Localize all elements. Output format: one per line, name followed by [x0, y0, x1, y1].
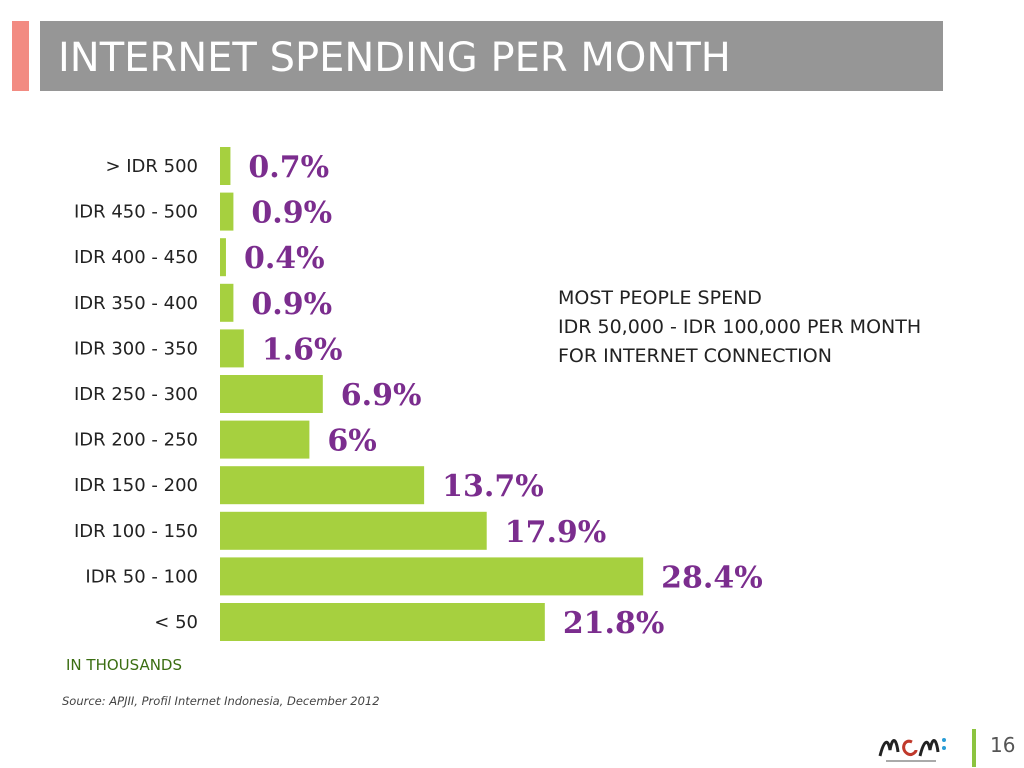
- bar: [220, 147, 231, 185]
- source-note: Source: APJII, Profil Internet Indonesia…: [62, 694, 380, 708]
- category-label: > IDR 500: [105, 156, 198, 177]
- bar: [220, 420, 310, 459]
- category-label: IDR 400 - 450: [74, 247, 198, 268]
- bar: [220, 283, 234, 322]
- bar: [220, 329, 244, 368]
- value-label: 6.9%: [341, 378, 422, 413]
- callout-line: MOST PEOPLE SPEND: [558, 287, 762, 309]
- category-label: IDR 200 - 250: [74, 430, 198, 451]
- callout-line: FOR INTERNET CONNECTION: [558, 345, 832, 367]
- page-number: 16: [990, 733, 1016, 757]
- value-label: 21.8%: [563, 606, 665, 641]
- bar: [220, 238, 226, 277]
- bar: [220, 375, 323, 413]
- bar: [220, 603, 545, 641]
- category-label: < 50: [154, 612, 198, 633]
- value-label: 6%: [327, 424, 376, 459]
- callout-text: MOST PEOPLE SPEND IDR 50,000 - IDR 100,0…: [558, 284, 921, 371]
- category-label: IDR 350 - 400: [74, 293, 198, 314]
- category-label: IDR 450 - 500: [74, 202, 198, 223]
- slide-title: INTERNET SPENDING PER MONTH: [58, 35, 731, 81]
- title-band: INTERNET SPENDING PER MONTH: [40, 21, 943, 91]
- title-accent-bar: [12, 21, 29, 91]
- category-label: IDR 250 - 300: [74, 384, 198, 405]
- value-label: 13.7%: [442, 469, 544, 504]
- category-label: IDR 300 - 350: [74, 338, 198, 359]
- value-label: 1.6%: [262, 332, 343, 367]
- bar: [220, 192, 234, 231]
- value-label: 28.4%: [661, 560, 763, 595]
- category-label: IDR 100 - 150: [74, 521, 198, 542]
- company-logo: [878, 738, 946, 762]
- value-label: 17.9%: [505, 515, 607, 550]
- bar: [220, 511, 487, 550]
- value-label: 0.9%: [251, 287, 332, 322]
- footer-divider: [972, 729, 976, 767]
- bar: [220, 466, 425, 505]
- value-label: 0.9%: [251, 196, 332, 231]
- value-label: 0.7%: [248, 150, 329, 185]
- bar: [220, 557, 644, 596]
- category-label: IDR 150 - 200: [74, 475, 198, 496]
- callout-line: IDR 50,000 - IDR 100,000 PER MONTH: [558, 316, 922, 338]
- unit-note: IN THOUSANDS: [66, 656, 182, 674]
- category-label: IDR 50 - 100: [85, 566, 198, 587]
- value-label: 0.4%: [244, 241, 325, 276]
